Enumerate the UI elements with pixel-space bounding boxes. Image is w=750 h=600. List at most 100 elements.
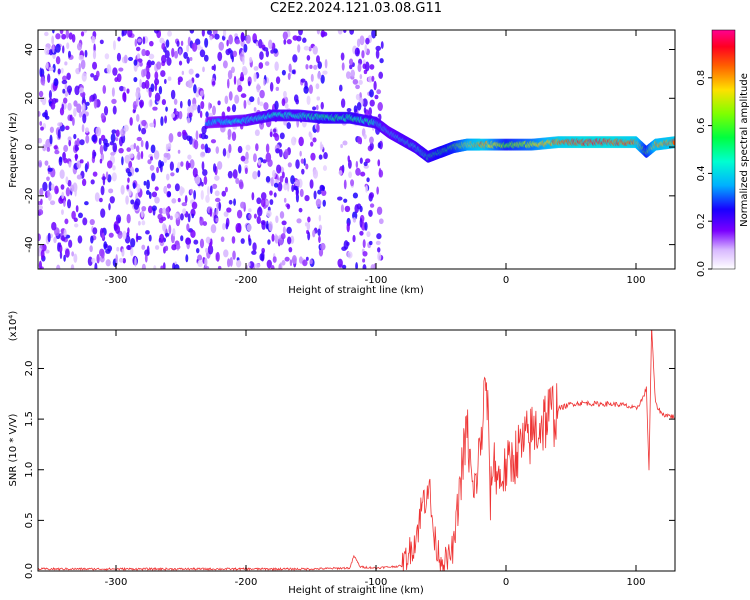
noise-mark [121,30,125,37]
noise-mark [151,205,157,212]
noise-mark [94,262,98,269]
noise-mark [320,30,326,38]
noise-mark [179,213,184,221]
noise-mark [48,89,52,100]
noise-mark [228,34,233,45]
noise-mark [298,136,304,147]
noise-mark [115,254,118,264]
noise-mark [270,265,275,269]
noise-mark [234,94,240,104]
noise-mark [209,36,213,41]
noise-mark [42,144,47,152]
noise-mark [158,217,164,224]
noise-mark [182,129,187,136]
noise-mark [369,136,374,144]
noise-mark [310,73,314,82]
noise-mark [123,124,129,132]
noise-mark [306,55,311,61]
noise-mark [223,249,229,258]
noise-mark [259,89,265,99]
noise-mark [264,61,270,66]
noise-mark [284,103,289,109]
noise-mark [56,264,61,269]
noise-mark [192,167,198,178]
noise-mark [139,99,145,108]
noise-mark [100,112,105,120]
noise-mark [61,209,64,215]
noise-mark [187,154,192,160]
noise-mark [55,43,61,53]
noise-mark [121,248,125,257]
noise-mark [74,187,77,197]
noise-mark [84,163,88,173]
noise-mark [236,209,243,219]
noise-mark [284,149,289,159]
noise-mark [152,106,158,111]
noise-mark [148,53,155,60]
noise-mark [217,265,222,269]
noise-mark [124,154,130,164]
noise-mark [141,244,146,250]
noise-mark [66,42,70,50]
noise-mark [288,63,292,73]
noise-mark [160,116,164,127]
noise-mark [378,169,384,178]
noise-mark [74,223,79,228]
noise-mark [42,181,48,192]
noise-mark [260,197,266,208]
noise-mark [73,217,78,223]
noise-mark [239,76,245,82]
noise-mark [81,178,87,187]
noise-mark [205,147,211,154]
noise-mark [252,171,258,180]
noise-mark [340,98,346,109]
noise-mark [61,191,65,200]
noise-mark [165,106,168,112]
noise-mark [270,176,274,187]
noise-mark [159,37,165,44]
noise-mark [228,199,233,205]
noise-mark [186,223,190,232]
noise-mark [126,147,132,152]
noise-mark [210,139,217,144]
noise-mark [348,58,354,66]
noise-mark [116,52,122,62]
noise-mark [38,233,41,242]
noise-mark [201,181,204,187]
noise-mark [323,152,328,160]
noise-mark [103,142,108,152]
colorbar-tick-label: 0.2 [696,213,707,229]
noise-mark [100,185,105,196]
noise-mark [371,75,375,82]
noise-mark [203,265,210,269]
noise-mark [200,90,204,97]
noise-mark [81,124,85,133]
noise-mark [254,263,261,269]
noise-mark [253,66,259,71]
noise-mark [362,250,368,257]
noise-mark [147,205,153,214]
noise-mark [177,149,181,154]
noise-mark [362,63,367,70]
noise-mark [210,224,217,234]
noise-mark [140,150,144,160]
noise-mark [352,192,359,199]
noise-mark [195,89,200,98]
noise-mark [101,232,105,239]
noise-mark [73,100,78,107]
noise-mark [221,190,227,197]
noise-mark [167,191,171,197]
noise-mark [315,198,322,208]
noise-mark [172,228,176,237]
noise-mark [57,122,63,127]
noise-mark [55,33,61,40]
noise-mark [44,160,49,166]
noise-mark [191,103,198,111]
noise-mark [177,76,183,83]
noise-mark [313,190,317,200]
noise-mark [55,56,61,65]
noise-mark [141,220,146,226]
noise-mark [64,61,68,66]
noise-mark [47,73,51,83]
